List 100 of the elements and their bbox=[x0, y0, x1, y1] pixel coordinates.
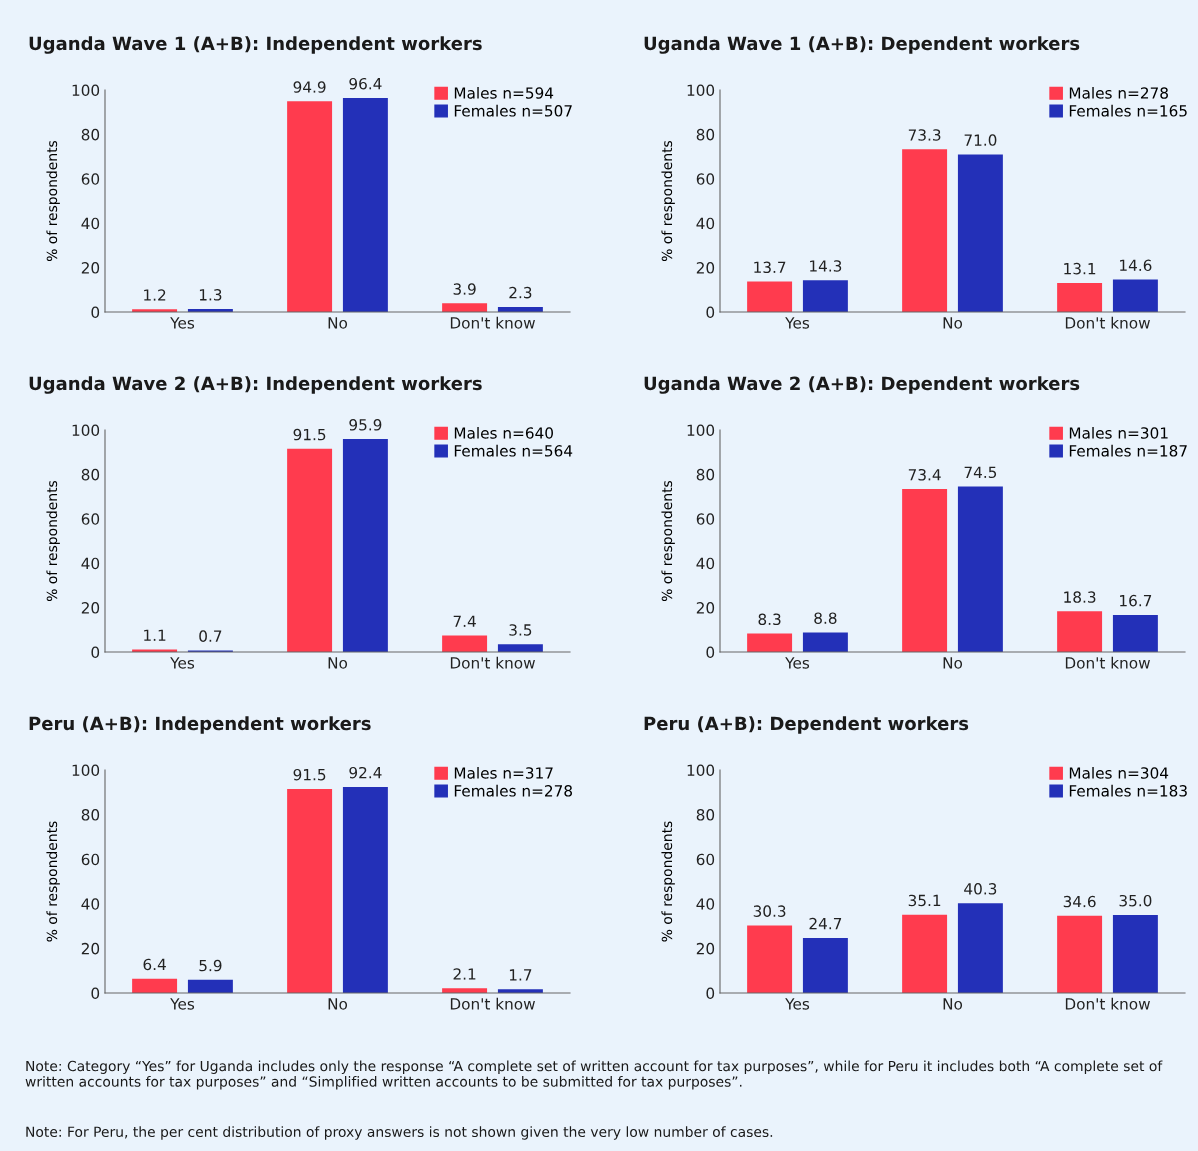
y-axis-title: % of respondents bbox=[661, 140, 675, 262]
y-tick-label: 20 bbox=[81, 262, 100, 274]
y-tick-label: 0 bbox=[706, 306, 715, 319]
data-label: 8.3 bbox=[758, 613, 781, 626]
data-label: 30.3 bbox=[753, 905, 786, 917]
y-tick-label: 40 bbox=[81, 557, 100, 570]
legend-label: Females n=187 bbox=[1069, 444, 1187, 457]
data-label: 40.3 bbox=[964, 883, 997, 895]
chart-title: Uganda Wave 1 (A+B): Independent workers bbox=[29, 36, 482, 54]
y-axis-title: % of respondents bbox=[661, 821, 675, 942]
legend-label: Females n=564 bbox=[454, 444, 573, 457]
chart-title: Uganda Wave 1 (A+B): Dependent workers bbox=[644, 36, 1080, 54]
y-tick-label: 100 bbox=[687, 424, 715, 437]
legend-label: Males n=594 bbox=[454, 86, 554, 99]
data-label: 13.7 bbox=[754, 261, 786, 274]
y-axis-title: % of respondents bbox=[46, 480, 60, 602]
legend-label: Males n=278 bbox=[1069, 86, 1168, 99]
y-tick-label: 20 bbox=[696, 262, 715, 274]
data-label: 24.7 bbox=[809, 917, 842, 930]
y-tick-label: 40 bbox=[696, 898, 715, 910]
data-label: 14.6 bbox=[1120, 259, 1152, 272]
data-label: 94.9 bbox=[293, 81, 326, 93]
legend-label: Females n=165 bbox=[1069, 104, 1187, 117]
data-label: 34.6 bbox=[1063, 895, 1096, 908]
data-label: 18.3 bbox=[1064, 591, 1096, 603]
y-tick-label: 100 bbox=[72, 424, 100, 437]
data-label: 3.5 bbox=[509, 624, 532, 636]
chart-title: Uganda Wave 2 (A+B): Dependent workers bbox=[644, 376, 1080, 394]
y-tick-label: 80 bbox=[81, 128, 100, 141]
data-label: 1.2 bbox=[144, 289, 166, 301]
y-tick-label: 80 bbox=[696, 128, 715, 141]
data-label: 92.4 bbox=[349, 766, 382, 779]
y-tick-label: 60 bbox=[81, 173, 100, 185]
data-label: 1.7 bbox=[509, 969, 532, 981]
y-axis-title: % of respondents bbox=[46, 140, 60, 262]
data-label: 14.3 bbox=[810, 260, 842, 272]
y-tick-label: 60 bbox=[696, 173, 715, 185]
data-label: 74.5 bbox=[964, 466, 997, 479]
y-tick-label: 20 bbox=[81, 602, 100, 614]
data-label: 8.8 bbox=[814, 612, 837, 624]
data-label: 5.9 bbox=[199, 959, 222, 972]
y-tick-label: 80 bbox=[696, 468, 715, 481]
y-tick-label: 0 bbox=[706, 646, 715, 659]
y-tick-label: 80 bbox=[81, 468, 100, 481]
x-tick-label: Yes bbox=[170, 998, 195, 1010]
data-label: 13.1 bbox=[1064, 262, 1096, 275]
y-tick-label: 60 bbox=[81, 513, 100, 525]
y-tick-label: 40 bbox=[696, 217, 715, 230]
legend-label: Females n=278 bbox=[454, 784, 573, 797]
x-tick-label: Don't know bbox=[1065, 997, 1150, 1010]
x-tick-label: No bbox=[943, 998, 963, 1010]
y-axis-title: % of respondents bbox=[46, 821, 60, 942]
y-axis-title: % of respondents bbox=[661, 480, 675, 602]
x-tick-label: Yes bbox=[785, 317, 810, 329]
text: Note: Category “Yes” for Uganda includes only the response “A complete set of written account for tax purposes”, while for Peru it includes both “A complete set of written accounts for tax purposes” and “Simplified written accounts to be submitted for tax purposes”. bbox=[25, 1060, 1163, 1090]
x-tick-label: No bbox=[328, 657, 348, 669]
legend-label: Females n=183 bbox=[1069, 784, 1187, 797]
chart-title: Peru (A+B): Dependent workers bbox=[644, 716, 969, 734]
chart-title: Peru (A+B): Independent workers bbox=[29, 716, 371, 734]
y-tick-label: 60 bbox=[696, 853, 715, 866]
data-label: 2.3 bbox=[509, 286, 532, 299]
y-tick-label: 20 bbox=[81, 942, 100, 955]
data-label: 96.4 bbox=[349, 77, 382, 90]
y-tick-label: 20 bbox=[696, 942, 715, 955]
y-tick-label: 100 bbox=[687, 84, 715, 97]
y-tick-label: 60 bbox=[696, 513, 715, 525]
legend-label: Males n=317 bbox=[454, 766, 553, 779]
data-label: 1.3 bbox=[199, 289, 222, 301]
x-tick-label: No bbox=[328, 998, 348, 1010]
data-label: 35.0 bbox=[1119, 894, 1152, 907]
y-tick-label: 100 bbox=[72, 764, 100, 777]
y-tick-label: 80 bbox=[81, 809, 100, 821]
x-tick-label: Don't know bbox=[1065, 316, 1150, 329]
x-tick-label: Yes bbox=[785, 998, 810, 1010]
data-label: 73.3 bbox=[908, 129, 941, 141]
x-tick-label: No bbox=[943, 317, 963, 329]
y-tick-label: 80 bbox=[696, 809, 715, 821]
x-tick-label: Yes bbox=[785, 657, 810, 669]
data-label: 91.5 bbox=[293, 768, 326, 781]
data-label: 6.4 bbox=[143, 958, 166, 971]
data-label: 7.4 bbox=[453, 615, 476, 627]
data-label: 16.7 bbox=[1120, 594, 1152, 607]
data-label: 1.1 bbox=[144, 629, 166, 641]
y-tick-label: 100 bbox=[72, 84, 100, 97]
x-tick-label: Don't know bbox=[1065, 656, 1150, 669]
y-tick-label: 40 bbox=[696, 557, 715, 570]
legend-label: Males n=640 bbox=[454, 426, 553, 439]
x-tick-label: No bbox=[943, 657, 963, 669]
x-tick-label: Don't know bbox=[450, 316, 535, 329]
data-label: 73.4 bbox=[908, 468, 941, 481]
x-tick-label: Don't know bbox=[450, 656, 535, 669]
y-tick-label: 0 bbox=[91, 646, 100, 659]
x-tick-label: Yes bbox=[170, 657, 195, 669]
data-label: 0.7 bbox=[199, 630, 222, 642]
y-tick-label: 60 bbox=[81, 853, 100, 866]
x-tick-label: Don't know bbox=[450, 997, 535, 1010]
legend-label: Males n=304 bbox=[1069, 766, 1169, 779]
text: Note: For Peru, the per cent distribution of proxy answers is not shown given the very low number of cases. bbox=[26, 1126, 773, 1140]
legend-label: Males n=301 bbox=[1069, 426, 1168, 439]
y-tick-label: 0 bbox=[706, 987, 715, 1000]
